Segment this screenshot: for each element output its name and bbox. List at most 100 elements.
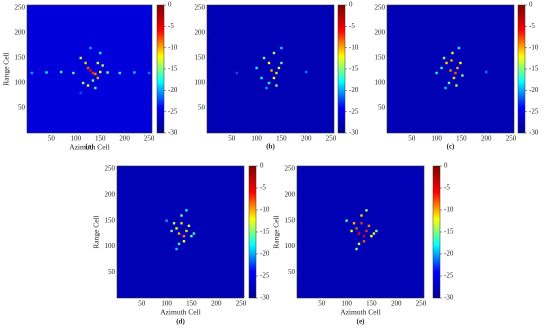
y-tick-label: 50	[378, 104, 386, 112]
heatmap-cell	[375, 229, 378, 233]
heatmap-cell	[265, 86, 268, 90]
heatmap-cell	[435, 71, 438, 75]
x-tick-label: 250	[416, 300, 427, 308]
heatmap-cell	[370, 234, 373, 238]
y-tick-label: 200	[375, 29, 386, 37]
heatmap-cell	[362, 240, 366, 243]
heatmap-cell	[457, 46, 461, 50]
heatmap-cell	[185, 229, 188, 233]
colorbar-tick-label: -10	[349, 43, 359, 51]
heatmap-cell	[175, 247, 178, 251]
heatmap-cell	[91, 79, 95, 82]
heatmap-cell	[79, 56, 82, 60]
colorbar-tick-label: 0	[349, 1, 353, 9]
heatmap-cell	[455, 84, 458, 87]
heatmap-cell	[235, 71, 238, 75]
x-tick-label: 250	[144, 135, 155, 143]
x-tick-label: 50	[138, 300, 146, 308]
colorbar-tick-label: -25	[444, 272, 454, 280]
x-tick-label: 50	[408, 135, 416, 143]
heatmap-cell	[275, 71, 278, 75]
panel-label: (d)	[176, 318, 185, 326]
heatmap-cell	[355, 247, 358, 251]
colorbar-tick-label: -20	[168, 86, 178, 94]
heatmap-cell	[345, 219, 348, 222]
heatmap-cell	[277, 66, 281, 70]
heatmap-cell	[182, 234, 186, 238]
x-tick-label: 100	[71, 135, 82, 143]
heatmap-cell	[451, 51, 454, 55]
heatmap-cell	[180, 214, 183, 217]
x-axis-label: Azimuth Cell	[340, 308, 381, 317]
heatmap-cell	[255, 66, 258, 70]
heatmap-background	[297, 166, 424, 298]
heatmap-cell	[365, 209, 368, 212]
heatmap-cell	[459, 61, 462, 65]
heatmap-cell	[45, 71, 48, 74]
y-tick-label: 200	[105, 190, 116, 198]
colorbar-tick-label: -15	[529, 65, 539, 73]
heatmap-cell	[461, 74, 464, 77]
heatmap-cell	[101, 64, 104, 67]
y-tick-label: 100	[375, 79, 386, 87]
heatmap-cell	[106, 71, 109, 74]
y-tick-label: 150	[195, 54, 206, 62]
y-tick-label: 100	[285, 242, 296, 250]
heatmap-cell	[89, 69, 92, 72]
heatmap-cell	[352, 222, 356, 225]
heatmap-cell	[440, 66, 443, 70]
x-tick-label: 50	[228, 135, 236, 143]
heatmap-cell	[182, 240, 186, 243]
x-tick-label: 200	[391, 300, 402, 308]
heatmap-cell	[185, 209, 188, 212]
heatmap-cell	[192, 232, 196, 235]
colorbar	[517, 4, 526, 134]
x-axis-label: Azimuth Cell	[69, 143, 110, 152]
heatmap-cell	[360, 214, 363, 217]
heatmap-cell	[170, 229, 173, 233]
heatmap-cell	[355, 227, 358, 230]
x-tick-label: 50	[48, 135, 56, 143]
heatmap-cell	[305, 70, 308, 74]
y-tick-label: 250	[15, 4, 26, 12]
colorbar-tick-label: -5	[349, 22, 355, 30]
colorbar-tick-label: -20	[529, 86, 539, 94]
colorbar-tick-label: -5	[260, 184, 266, 192]
heatmap-cell	[452, 76, 456, 80]
x-tick-label: 150	[276, 135, 287, 143]
heatmap-cell	[367, 224, 371, 228]
colorbar-tick-label: -30	[168, 129, 178, 137]
heatmap-cell	[262, 56, 266, 60]
x-tick-label: 50	[318, 300, 326, 308]
heatmap-cell	[118, 71, 121, 75]
heatmap-cell	[456, 66, 459, 70]
heatmap-cell	[94, 86, 97, 90]
heatmap-cell	[449, 69, 452, 72]
heatmap-cell	[272, 76, 276, 80]
y-tick-label: 50	[288, 268, 296, 276]
x-tick-label: 200	[481, 135, 492, 143]
heatmap-cell	[84, 61, 87, 65]
colorbar-tick-label: -15	[260, 228, 270, 236]
colorbar-tick-label: -10	[260, 206, 270, 214]
y-tick-label: 50	[108, 268, 116, 276]
heatmap-cell	[360, 222, 363, 225]
panel-label: (b)	[266, 143, 275, 151]
y-tick-label: 200	[15, 29, 26, 37]
y-tick-label: 150	[15, 54, 26, 62]
heatmap-cell	[86, 66, 90, 70]
heatmap-cell	[454, 71, 457, 75]
colorbar	[156, 4, 165, 134]
y-tick-label: 150	[105, 216, 116, 224]
heatmap-cell	[272, 51, 276, 55]
heatmap-cell	[485, 70, 488, 74]
colorbar-tick-label: -15	[349, 65, 359, 73]
colorbar-tick-label: -10	[529, 43, 539, 51]
axes-frame	[116, 165, 245, 299]
panel-label: (c)	[447, 143, 455, 151]
y-tick-label: 150	[285, 216, 296, 224]
heatmap-cell	[96, 76, 100, 80]
heatmap-cell	[147, 71, 151, 75]
axes-frame	[386, 4, 515, 134]
heatmap-cell	[362, 234, 366, 238]
